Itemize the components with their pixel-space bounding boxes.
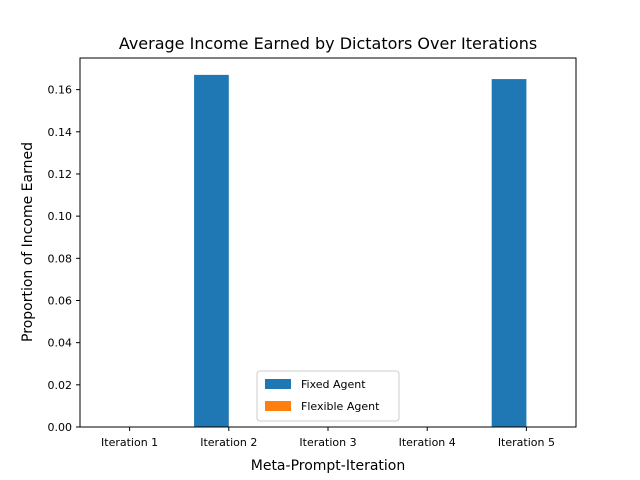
legend-box xyxy=(256,370,400,422)
y-axis-label: Proportion of Income Earned xyxy=(20,142,36,342)
legend-swatch xyxy=(265,401,291,411)
y-tick-label: 0.10 xyxy=(48,210,73,223)
y-tick-label: 0.00 xyxy=(48,421,73,434)
x-tick-label: Iteration 4 xyxy=(399,436,456,449)
x-tick-label: Iteration 5 xyxy=(498,436,555,449)
bar-fixed-agent-5 xyxy=(491,79,527,427)
y-tick-label: 0.16 xyxy=(48,84,73,97)
y-tick-label: 0.08 xyxy=(48,252,73,265)
legend-entry: Flexible Agent xyxy=(301,400,380,413)
chart-title: Average Income Earned by Dictators Over … xyxy=(119,34,537,53)
y-axis: 0.00 0.02 0.04 0.06 0.08 0.10 0.12 0.14 0.16 xyxy=(48,84,80,434)
x-axis-label: Meta-Prompt-Iteration xyxy=(251,458,405,474)
legend-entry: Fixed Agent xyxy=(301,378,366,391)
x-tick-label: Iteration 2 xyxy=(200,436,257,449)
y-tick-label: 0.06 xyxy=(48,294,73,307)
bar-fixed-agent-2 xyxy=(194,74,229,428)
y-tick-label: 0.12 xyxy=(48,168,73,181)
legend: Fixed Agent Flexible Agent xyxy=(256,370,400,422)
y-tick-label: 0.04 xyxy=(48,337,73,350)
x-axis: Iteration 1 Iteration 2 Iteration 3 Iterati… xyxy=(101,427,555,449)
x-tick-label: Iteration 1 xyxy=(101,436,158,449)
bars-group xyxy=(194,74,527,428)
x-tick-label: Iteration 3 xyxy=(299,436,356,449)
legend-swatch xyxy=(265,379,291,389)
y-tick-label: 0.02 xyxy=(48,379,73,392)
plot-frame xyxy=(79,57,577,428)
y-tick-label: 0.14 xyxy=(48,126,73,139)
